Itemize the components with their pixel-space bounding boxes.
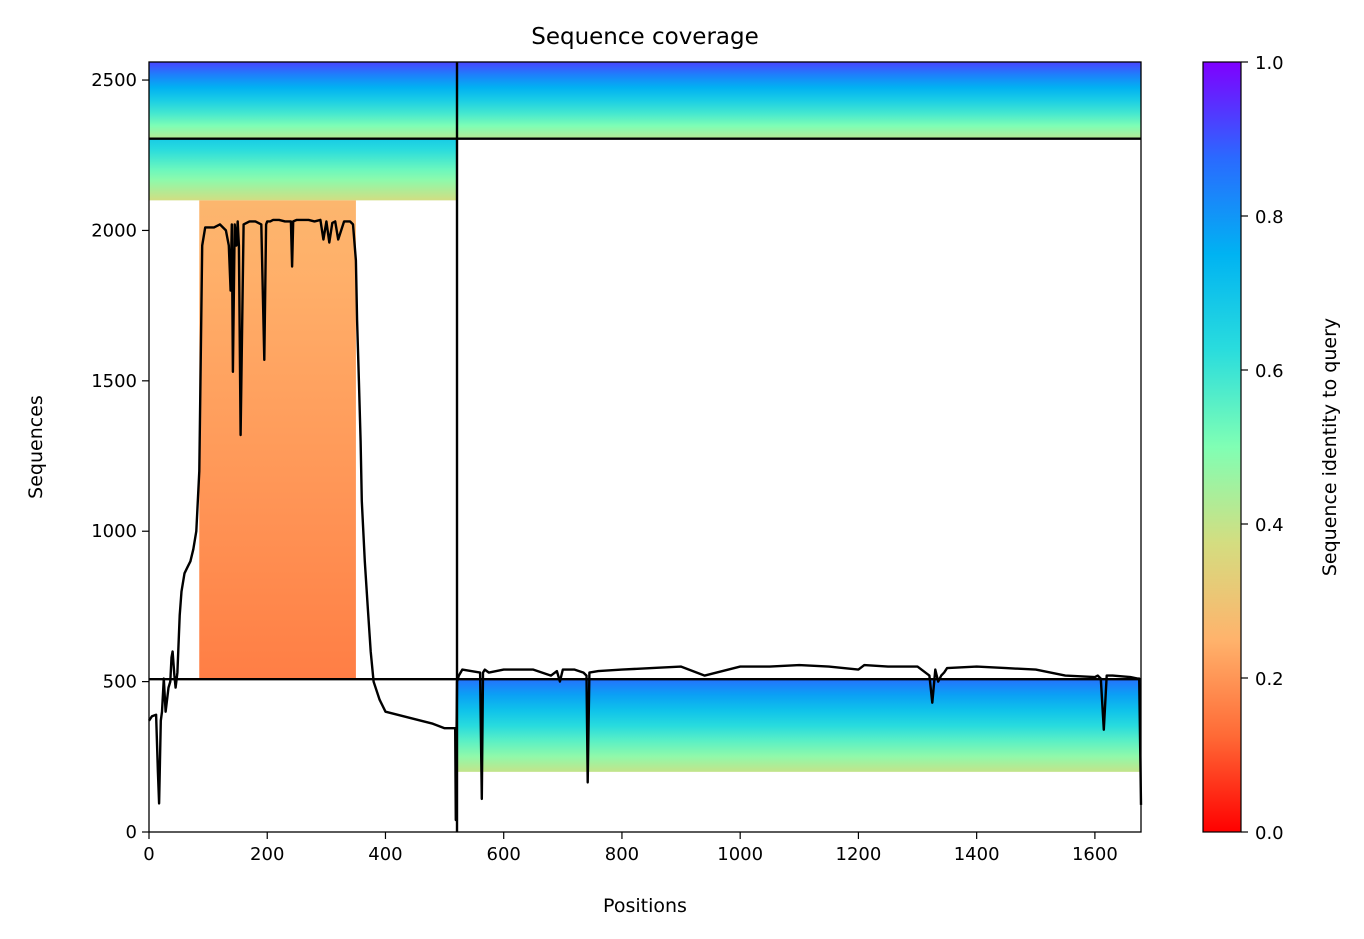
colorbar-tick-label: 0.0 — [1255, 823, 1284, 844]
coverage-heatmap — [149, 62, 1141, 772]
x-tick-label: 400 — [368, 844, 402, 865]
x-tick-label: 0 — [143, 844, 154, 865]
colorbar-tick-label: 0.6 — [1255, 361, 1284, 382]
colorbar-tick-label: 1.0 — [1255, 53, 1284, 74]
chart-title: Sequence coverage — [531, 24, 759, 50]
y-tick-label: 0 — [126, 822, 137, 843]
colorbar-tick-label: 0.4 — [1255, 515, 1284, 536]
coverage-line — [148, 218, 1143, 822]
y-tick-label: 1000 — [91, 521, 137, 542]
x-tick-label: 1600 — [1072, 844, 1118, 865]
y-tick-label: 2000 — [91, 220, 137, 241]
y-tick-label: 500 — [103, 672, 137, 693]
coverage-block — [149, 62, 458, 139]
y-axis-label: Sequences — [25, 395, 47, 499]
coverage-block — [199, 200, 356, 680]
x-axis-label: Positions — [603, 895, 687, 917]
plot-frame — [148, 61, 1142, 833]
colorbar-tick-label: 0.8 — [1255, 207, 1284, 228]
colorbar-axis: 0.0 0.2 0.4 0.6 0.8 1.0 — [1241, 53, 1284, 844]
colorbar — [1202, 61, 1242, 833]
colorbar-tick-label: 0.2 — [1255, 669, 1284, 690]
y-tick-label: 1500 — [91, 371, 137, 392]
x-tick-label: 200 — [250, 844, 284, 865]
x-tick-label: 1200 — [836, 844, 882, 865]
coverage-block — [149, 138, 458, 201]
x-axis: 0 200 400 600 800 1000 1200 1400 1600 — [143, 832, 1118, 865]
x-tick-label: 800 — [605, 844, 639, 865]
colorbar-label: Sequence identity to query — [1319, 318, 1341, 576]
x-tick-label: 600 — [487, 844, 521, 865]
y-axis: 0 500 1000 1500 2000 2500 — [91, 70, 149, 843]
x-tick-label: 1000 — [717, 844, 763, 865]
x-tick-label: 1400 — [954, 844, 1000, 865]
coverage-block — [457, 62, 1141, 139]
y-tick-label: 2500 — [91, 70, 137, 91]
coverage-block — [457, 679, 1141, 772]
